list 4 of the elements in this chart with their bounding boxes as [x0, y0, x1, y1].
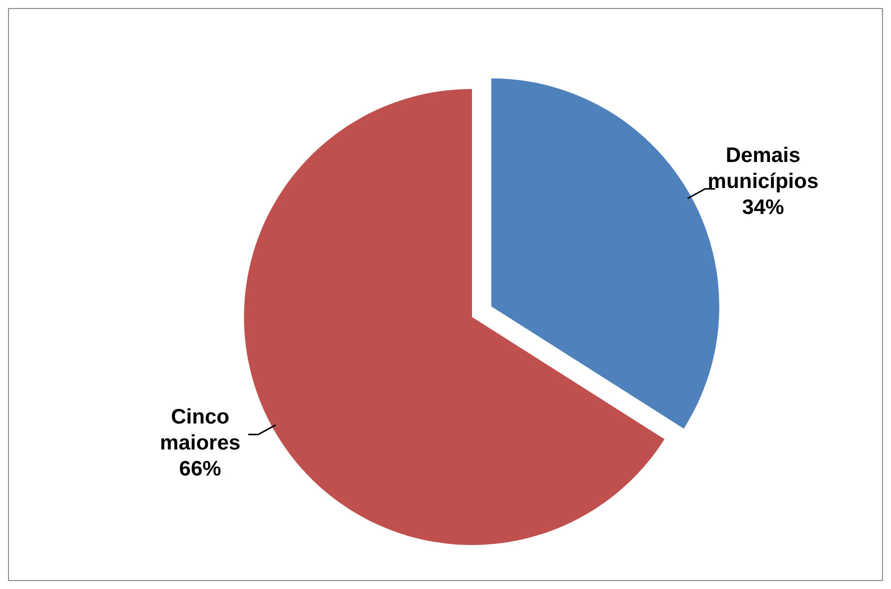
data-label: 66%	[179, 458, 222, 481]
data-label: 34%	[742, 196, 784, 219]
slice-label: Demais municípios	[708, 144, 819, 193]
slice-label: Cinco maiores	[160, 406, 240, 455]
